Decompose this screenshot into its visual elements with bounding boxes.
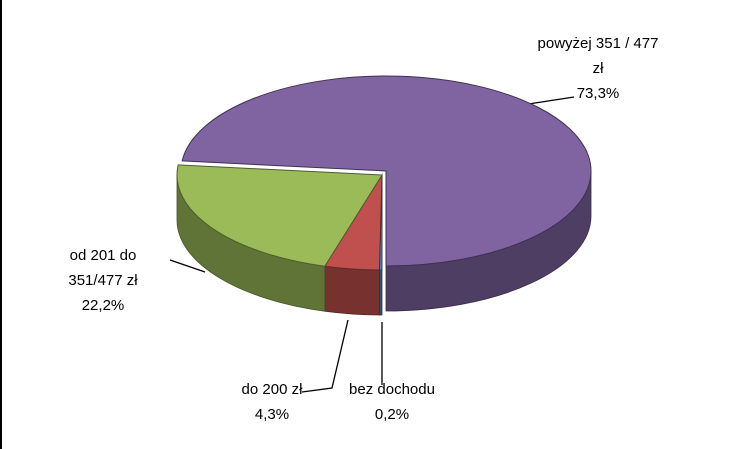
- data-label: powyżej 351 / 477 zł 73,3%: [532, 31, 664, 106]
- value-label: 22,2%: [81, 297, 125, 314]
- slice: [176, 164, 383, 267]
- category-label: powyżej 351 / 477 zł: [537, 35, 659, 77]
- data-label: do 200 zł 4,3%: [217, 377, 327, 427]
- value-label: 4,3%: [254, 406, 290, 423]
- category-label: od 201 do 351/477 zł: [68, 247, 138, 289]
- data-label: od 201 do 351/477 zł 22,2%: [57, 243, 149, 318]
- category-label: do 200 zł: [241, 381, 303, 398]
- data-label: bez dochodu 0,2%: [332, 377, 452, 427]
- value-label: 73,3%: [576, 85, 620, 102]
- slice-side: [324, 265, 380, 316]
- pie-tops: [176, 75, 592, 271]
- value-label: 0,2%: [374, 406, 410, 423]
- category-label: bez dochodu: [349, 381, 435, 398]
- leader-line: [301, 319, 349, 393]
- leader-line: [169, 259, 206, 273]
- slice: [181, 75, 592, 267]
